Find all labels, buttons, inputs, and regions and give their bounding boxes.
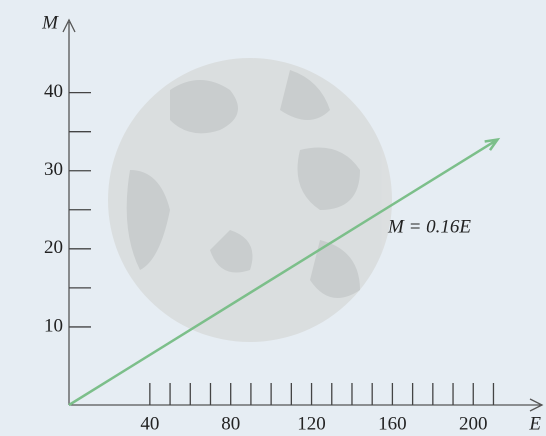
x-tick-label: 40: [140, 413, 159, 434]
annotation: M = 0.16E: [387, 216, 471, 237]
y-axis-label: M: [41, 12, 59, 33]
y-tick-label: 10: [44, 315, 63, 336]
line-arrowhead: [484, 137, 501, 151]
x-tick-label: 120: [297, 413, 326, 434]
y-tick-label: 20: [44, 237, 63, 258]
y-axis-arrow: [62, 18, 76, 33]
x-tick-label: 80: [221, 413, 240, 434]
x-tick-label: 160: [378, 413, 407, 434]
x-tick-label: 200: [459, 413, 488, 434]
y-tick-label: 30: [44, 159, 63, 180]
x-axis-arrow: [529, 398, 544, 412]
data-line: [68, 138, 499, 407]
y-tick-label: 40: [44, 81, 63, 102]
x-axis-label: E: [528, 413, 541, 434]
moon-illustration: [108, 58, 392, 342]
